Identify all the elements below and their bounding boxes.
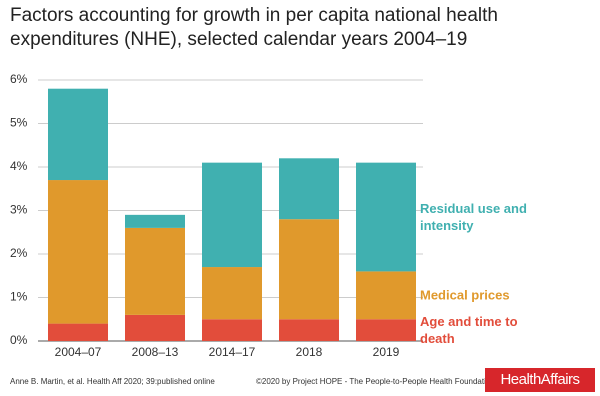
y-tick-label: 4%: [10, 159, 28, 173]
chart-title: Factors accounting for growth in per cap…: [10, 5, 498, 50]
x-tick-label: 2018: [296, 345, 323, 359]
bar-segment: [202, 162, 262, 268]
copyright-note: ©2020 by Project HOPE - The People-to-Pe…: [256, 377, 513, 386]
bar-segment: [125, 214, 185, 228]
bar-segment: [202, 319, 262, 341]
y-tick-label: 5%: [10, 116, 28, 130]
bar-segment: [279, 219, 339, 320]
bar-segment: [279, 319, 339, 341]
x-tick-label: 2008–13: [132, 345, 179, 359]
bar-segment: [48, 323, 108, 341]
bar-segment: [279, 158, 339, 220]
logo: HealthAffairs: [485, 368, 595, 392]
bar-segment: [356, 319, 416, 341]
y-tick-label: 0%: [10, 333, 28, 347]
x-tick-label: 2014–17: [209, 345, 256, 359]
bar-segment: [356, 162, 416, 272]
y-tick-label: 2%: [10, 246, 28, 260]
legend-label: Medical prices: [420, 287, 510, 303]
source-note: Anne B. Martin, et al. Health Aff 2020; …: [10, 377, 215, 386]
bar-segment: [202, 267, 262, 320]
bar-segment: [48, 88, 108, 181]
bar-segment: [125, 227, 185, 315]
x-tick-label: 2004–07: [55, 345, 102, 359]
bar-segment: [356, 271, 416, 320]
y-tick-label: 1%: [10, 290, 28, 304]
bar-segment: [48, 180, 108, 324]
y-tick-label: 3%: [10, 203, 28, 217]
legend-label: Age and time to death: [420, 314, 518, 347]
x-tick-label: 2019: [373, 345, 400, 359]
legend-label: Residual use and intensity: [420, 201, 527, 234]
bar-segment: [125, 314, 185, 341]
y-tick-label: 6%: [10, 72, 28, 86]
